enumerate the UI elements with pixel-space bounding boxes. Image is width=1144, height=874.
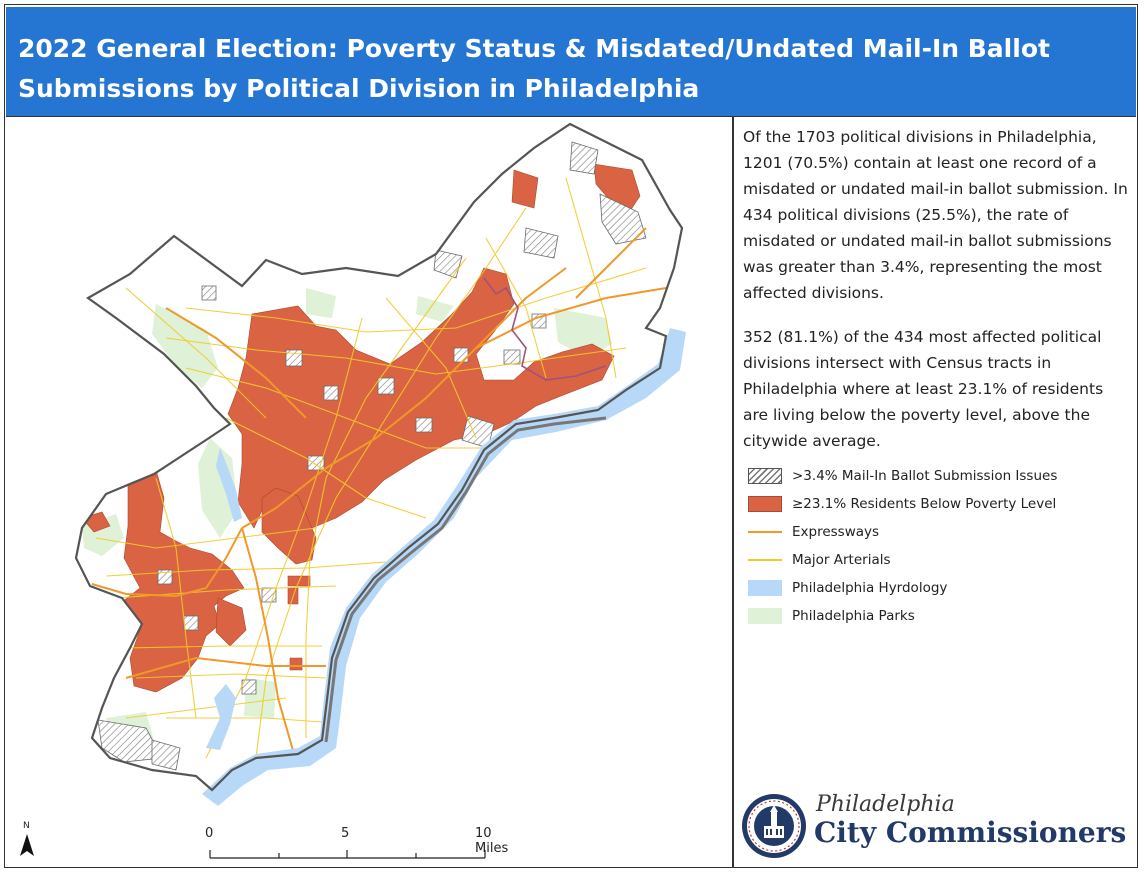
legend-item-expressways: Expressways <box>748 518 1118 546</box>
legend-item-hydrology: Philadelphia Hyrdology <box>748 574 1118 602</box>
legend-label: Philadelphia Parks <box>792 608 915 624</box>
description-panel: Of the 1703 political divisions in Phila… <box>743 124 1129 472</box>
legend: >3.4% Mail-In Ballot Submission Issues ≥… <box>748 462 1118 630</box>
map-title: 2022 General Election: Poverty Status & … <box>18 34 1050 103</box>
legend-label: Expressways <box>792 524 880 540</box>
city-outline <box>74 122 684 792</box>
hydrology-layer <box>202 328 686 806</box>
creeks-layer <box>483 277 607 381</box>
legend-item-mail-in-issues: >3.4% Mail-In Ballot Submission Issues <box>748 462 1118 490</box>
scale-tick-10: 10 Miles <box>475 826 509 856</box>
title-banner: 2022 General Election: Poverty Status & … <box>6 7 1136 117</box>
scale-bar-line <box>209 850 486 859</box>
legend-label: Major Arterials <box>792 552 891 568</box>
hydrology-swatch-icon <box>748 580 782 596</box>
scale-tick-5: 5 <box>341 826 350 841</box>
parks-swatch-icon <box>748 608 782 624</box>
city-commissioners-logo: Philadelphia City Commissioners <box>740 792 1135 862</box>
logo-line-2: City Commissioners <box>814 816 1127 849</box>
north-label: N <box>23 821 30 831</box>
panel-divider <box>732 117 734 867</box>
logo-line-1: Philadelphia <box>816 792 955 817</box>
legend-item-arterials: Major Arterials <box>748 546 1118 574</box>
legend-item-parks: Philadelphia Parks <box>748 602 1118 630</box>
hatch-swatch-icon <box>748 468 782 484</box>
legend-label: Philadelphia Hyrdology <box>792 580 948 596</box>
city-hall-seal-icon <box>742 794 806 858</box>
poverty-layer <box>81 163 641 693</box>
arterial-line-icon <box>748 559 782 561</box>
mail-in-issues-layer <box>97 141 647 771</box>
legend-label: ≥23.1% Residents Below Poverty Level <box>792 496 1057 512</box>
north-arrow-icon: N <box>20 821 34 856</box>
scale-tick-0: 0 <box>205 826 214 841</box>
expressway-line-icon <box>748 530 782 534</box>
philadelphia-map <box>74 122 686 806</box>
description-paragraph-1: Of the 1703 political divisions in Phila… <box>743 128 1128 302</box>
legend-label: >3.4% Mail-In Ballot Submission Issues <box>792 468 1058 484</box>
legend-item-poverty: ≥23.1% Residents Below Poverty Level <box>748 490 1118 518</box>
river-boundary-line <box>324 416 607 743</box>
scale-bar: 0 5 10 Miles <box>205 826 509 866</box>
poverty-swatch-icon <box>748 496 782 512</box>
description-paragraph-2: 352 (81.1%) of the 434 most affected pol… <box>743 328 1104 450</box>
